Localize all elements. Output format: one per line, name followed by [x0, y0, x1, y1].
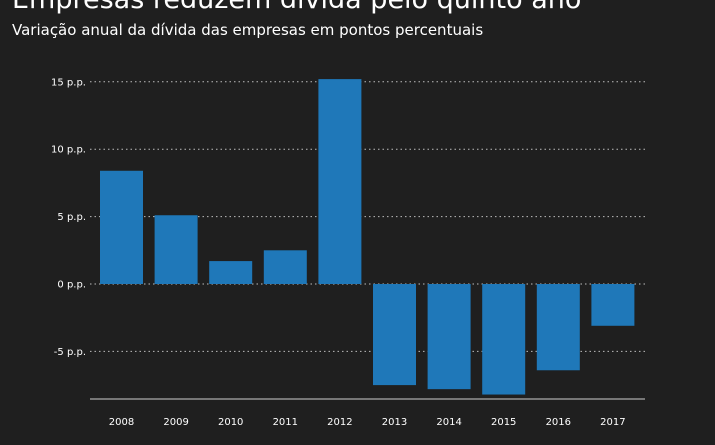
x-tick-label: 2017: [600, 417, 625, 428]
bar-2011: [263, 250, 307, 284]
bar-2017: [591, 284, 635, 326]
x-tick-label: 2010: [218, 417, 243, 428]
x-tick-label: 2015: [491, 417, 516, 428]
bar-2008: [100, 170, 143, 284]
y-tick-labels: 15 p.p. 10 p.p. 5 p.p. 0 p.p. -5 p.p.: [51, 77, 86, 358]
y-tick-label: 5 p.p.: [57, 212, 86, 223]
gridlines: [90, 81, 645, 400]
x-tick-label: 2013: [382, 417, 407, 428]
bar-2016: [536, 284, 580, 371]
chart-subtitle: Variação anual da dívida das empresas em…: [12, 21, 484, 39]
x-tick-label: 2016: [546, 417, 571, 428]
x-tick-label: 2014: [436, 417, 461, 428]
y-tick-label: 0 p.p.: [57, 280, 86, 291]
x-tick-label: 2011: [273, 417, 298, 428]
bars: [100, 79, 635, 395]
x-tick-label: 2009: [163, 417, 188, 428]
bar-2009: [154, 215, 198, 284]
bar-2010: [209, 261, 253, 284]
bar-2014: [427, 284, 471, 390]
bar-2012: [318, 79, 362, 284]
y-tick-label: 15 p.p.: [51, 77, 86, 88]
x-tick-labels: 2008 2009 2010 2011 2012 2013 2014 2015 2016 2017: [109, 417, 626, 428]
bar-2015: [482, 284, 526, 395]
x-tick-label: 2012: [327, 417, 352, 428]
bar-2013: [373, 284, 416, 386]
x-tick-label: 2008: [109, 417, 134, 428]
chart-title: Empresas reduzem dívida pelo quinto ano: [12, 0, 581, 15]
y-tick-label: 10 p.p.: [51, 145, 86, 156]
y-tick-label: -5 p.p.: [54, 347, 86, 358]
